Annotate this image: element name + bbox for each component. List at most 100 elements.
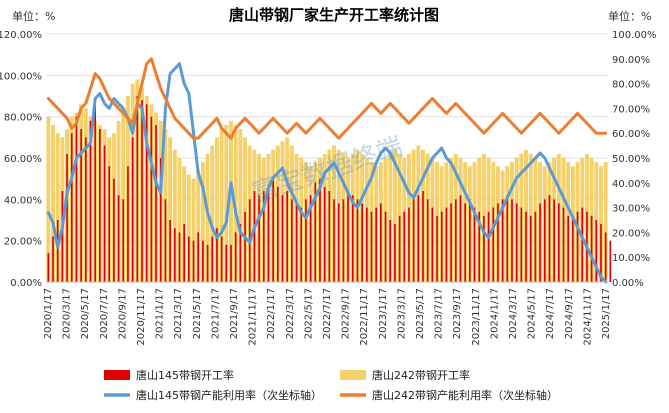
bar-145-start-rate [281,195,284,282]
bar-145-start-rate [408,207,410,282]
x-tick-label: 2024/11/17 [582,288,593,346]
legend-swatch [104,370,130,380]
bar-242-start-rate [219,129,224,282]
bar-145-start-rate [70,133,73,282]
legend-item: 唐山242带钢产能利用率（次坐标轴） [340,388,558,402]
bar-145-start-rate [534,211,537,282]
bar-145-start-rate [529,215,532,282]
bar-145-start-rate [469,199,471,282]
bar-145-start-rate [492,207,495,282]
y-right-tick-label: 60.00% [612,129,650,140]
x-tick-label: 2025/1/17 [601,288,612,339]
bar-145-start-rate [52,236,54,282]
bar-145-start-rate [155,124,157,282]
bar-145-start-rate [145,104,148,283]
bar-242-start-rate [51,124,55,282]
bar-145-start-rate [183,224,185,282]
bar-145-start-rate [398,215,401,282]
x-tick-label: 2020/3/17 [62,288,73,339]
bar-145-start-rate [305,199,307,282]
bar-145-start-rate [239,224,242,282]
bar-145-start-rate [515,203,518,282]
axes: 0.00% 20.00% 40.00% 60.00% 80.00% 100.00% 120.… [0,30,657,346]
bar-145-start-rate [525,211,527,282]
bar-145-start-rate [244,211,246,282]
x-tick-label: 2021/11/17 [248,288,259,346]
bar-145-start-rate [473,207,476,282]
y-left-tick-label: 80.00% [4,113,42,124]
bar-145-start-rate [141,100,143,282]
bar-242-start-rate [210,145,215,282]
y-right-tick-label: 40.00% [612,179,650,190]
y-right-tick-label: 30.00% [612,204,650,215]
bar-145-start-rate [291,199,293,282]
bar-242-start-rate [172,149,177,282]
y-right-tick-label: 90.00% [612,55,650,66]
bar-145-start-rate [436,215,438,282]
bar-242-start-rate [196,170,201,282]
bar-145-start-rate [548,195,551,282]
gridlines [46,33,608,283]
bar-145-start-rate [501,199,504,282]
bar-145-start-rate [581,207,584,282]
bar-145-start-rate [558,203,560,282]
x-tick-label: 2020/1/17 [43,288,54,339]
bar-145-start-rate [159,158,162,282]
bar-145-start-rate [136,96,139,282]
y-right-tick-label: 70.00% [612,104,650,115]
bar-242-start-rate [186,174,191,282]
legend-swatch [340,370,366,380]
bar-145-start-rate [380,203,382,282]
x-tick-label: 2024/1/17 [489,288,500,339]
bar-145-start-rate [464,203,466,282]
x-tick-label: 2023/9/17 [452,288,463,339]
x-tick-label: 2022/9/17 [341,288,352,339]
bar-145-start-rate [337,203,340,282]
bar-242-start-rate [177,158,182,282]
x-tick-label: 2020/9/17 [117,288,128,339]
x-tick-label: 2024/3/17 [508,288,519,339]
bar-145-start-rate [113,178,115,282]
line-series-layer [46,57,608,284]
bar-145-start-rate [309,195,312,282]
bar-242-start-rate [205,153,210,282]
y-right-tick-label: 50.00% [612,154,650,165]
bar-145-start-rate [323,186,326,282]
bar-145-start-rate [314,182,317,282]
bar-145-start-rate [122,199,125,282]
bar-242-start-rate [392,149,397,282]
bar-145-start-rate [84,137,87,282]
bar-242-start-rate [229,120,233,282]
x-tick-label: 2023/11/17 [471,288,482,346]
bar-145-start-rate [117,195,120,282]
x-tick-label: 2022/7/17 [322,288,333,339]
bar-145-start-rate [234,232,237,282]
bar-145-start-rate [539,203,541,282]
bar-145-start-rate [478,211,481,282]
bar-145-start-rate [553,199,555,282]
bar-145-start-rate [99,129,101,282]
bar-242-start-rate [121,108,126,283]
x-tick-label: 2022/5/17 [303,288,314,339]
bar-145-start-rate [403,211,406,282]
bar-145-start-rate [94,104,96,283]
bar-145-start-rate [511,199,513,282]
legend-item: 唐山145带钢产能利用率（次坐标轴） [104,388,322,402]
x-tick-label: 2023/3/17 [396,288,407,339]
line-242-capacity-utilization [46,57,608,140]
bar-242-start-rate [191,178,196,282]
bar-242-start-rate [224,124,229,282]
bar-145-start-rate [422,191,424,282]
x-tick-label: 2022/1/17 [266,288,277,339]
bar-145-start-rate [202,240,204,282]
bar-242-start-rate [603,162,608,282]
bar-145-start-rate [75,116,78,283]
bar-145-start-rate [506,195,509,282]
bar-145-start-rate [173,228,176,282]
legend-label: 唐山145带钢开工率 [136,368,234,382]
bar-145-start-rate [487,211,490,282]
bar-242-start-rate [388,153,393,282]
